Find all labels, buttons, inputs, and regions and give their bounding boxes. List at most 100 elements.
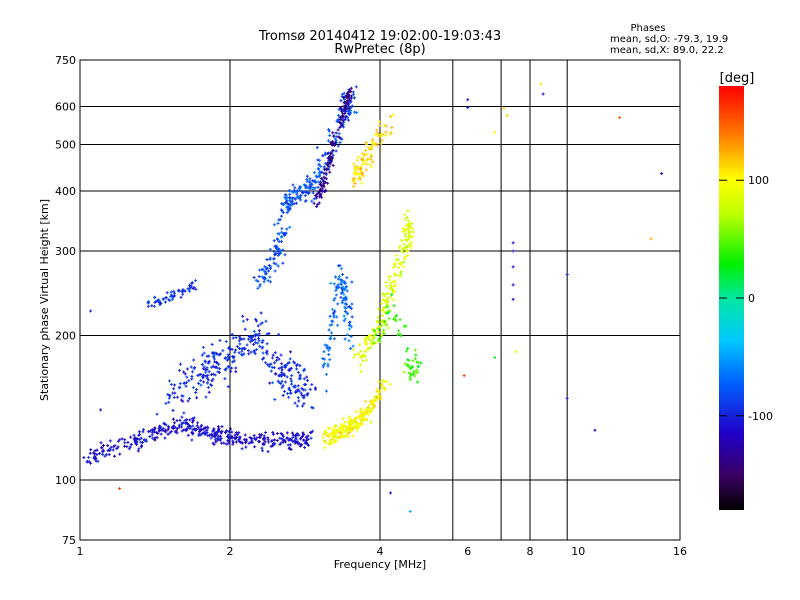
data-point	[244, 445, 248, 449]
data-point	[241, 314, 245, 318]
data-point	[210, 342, 214, 346]
data-point	[196, 421, 200, 425]
data-point	[306, 379, 310, 383]
data-point	[282, 372, 286, 376]
data-point	[369, 157, 373, 161]
data-point	[334, 288, 338, 292]
data-point	[216, 370, 220, 374]
data-point	[197, 381, 201, 385]
data-point	[385, 380, 389, 384]
data-point	[384, 300, 388, 304]
y-tick-label: 200	[55, 330, 76, 343]
data-point	[194, 279, 198, 283]
data-point	[293, 186, 297, 190]
data-point	[344, 108, 348, 112]
data-point	[284, 364, 288, 368]
data-point	[337, 285, 341, 289]
data-point	[305, 174, 309, 178]
data-point	[324, 372, 328, 376]
data-point	[333, 430, 337, 434]
data-point	[203, 432, 207, 436]
data-point	[397, 329, 401, 333]
y-tick-label: 300	[55, 245, 76, 258]
data-point	[181, 292, 185, 296]
data-point	[289, 366, 293, 370]
data-point	[238, 337, 242, 341]
data-point	[402, 247, 406, 251]
data-point	[272, 261, 276, 265]
data-point	[137, 432, 141, 436]
data-point	[265, 342, 269, 346]
data-point	[373, 132, 377, 136]
data-point	[332, 282, 336, 286]
data-point	[327, 128, 331, 132]
data-point	[319, 195, 323, 199]
data-point	[234, 440, 238, 444]
data-point	[248, 334, 252, 338]
data-point	[360, 181, 364, 185]
data-point	[229, 369, 233, 373]
data-point	[363, 338, 367, 342]
data-point	[215, 360, 219, 364]
data-point	[223, 430, 227, 434]
data-point	[338, 115, 342, 119]
data-point	[377, 338, 381, 342]
data-point	[410, 365, 414, 369]
data-point	[329, 160, 333, 164]
data-point	[380, 314, 384, 318]
data-point	[205, 354, 209, 358]
data-point	[273, 398, 277, 402]
data-point	[380, 384, 384, 388]
data-point	[137, 447, 141, 451]
data-point	[378, 123, 382, 127]
data-point	[87, 460, 91, 464]
data-point	[312, 201, 316, 205]
data-point	[250, 441, 254, 445]
data-point	[101, 443, 105, 447]
data-point	[217, 429, 221, 433]
data-point	[379, 132, 383, 136]
data-point	[369, 399, 373, 403]
data-point	[342, 424, 346, 428]
data-point	[260, 275, 264, 279]
data-point	[172, 291, 176, 295]
data-point	[376, 387, 380, 391]
data-point	[289, 447, 293, 451]
data-point	[296, 388, 300, 392]
data-point	[190, 377, 194, 381]
data-point	[94, 459, 98, 463]
data-point	[293, 401, 297, 405]
data-point	[334, 139, 338, 143]
data-point	[345, 333, 349, 337]
data-point	[380, 309, 384, 313]
data-point	[231, 336, 235, 340]
data-point	[314, 180, 318, 184]
data-point	[389, 131, 393, 135]
data-point	[153, 300, 157, 304]
data-point	[88, 451, 92, 455]
data-point	[93, 457, 97, 461]
data-point	[505, 113, 509, 117]
data-point	[377, 391, 381, 395]
data-point	[98, 451, 102, 455]
data-point	[223, 377, 227, 381]
data-point	[377, 330, 381, 334]
data-point	[191, 419, 195, 423]
data-point	[466, 98, 470, 102]
data-point	[211, 372, 215, 376]
data-point	[280, 230, 284, 234]
data-point	[268, 280, 272, 284]
data-point	[341, 114, 345, 118]
data-point	[405, 239, 409, 243]
data-point	[317, 191, 321, 195]
data-point	[394, 273, 398, 277]
data-point	[171, 408, 175, 412]
data-point	[164, 296, 168, 300]
data-point	[332, 426, 336, 430]
data-point	[394, 314, 398, 318]
data-point	[207, 370, 211, 374]
data-point	[372, 406, 376, 410]
data-point	[382, 320, 386, 324]
data-point	[414, 357, 418, 361]
